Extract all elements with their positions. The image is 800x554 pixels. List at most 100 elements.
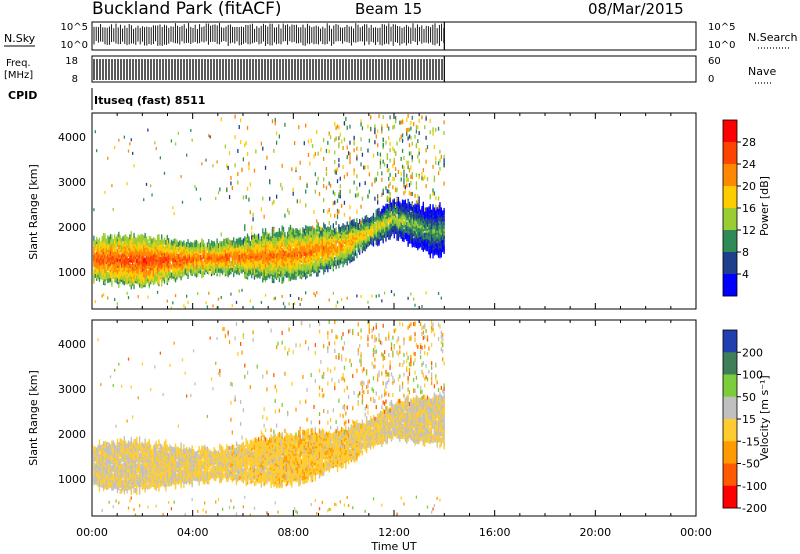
heatmap-cell	[216, 160, 218, 164]
heatmap-cell	[407, 160, 409, 165]
heatmap-cell	[102, 280, 105, 286]
heatmap-cell	[180, 246, 182, 252]
heatmap-cell	[320, 229, 322, 235]
heatmap-cell	[262, 248, 264, 254]
heatmap-cell	[137, 234, 139, 240]
freq-unit-label: [MHz]	[4, 70, 33, 81]
heatmap-cell	[396, 187, 398, 192]
heatmap-cell	[140, 272, 142, 278]
heatmap-cell	[284, 122, 286, 127]
heatmap-cell	[237, 259, 239, 265]
heatmap-cell	[321, 237, 323, 243]
heatmap-cell	[198, 260, 200, 266]
heatmap-cell	[137, 255, 139, 261]
heatmap-cell	[287, 208, 289, 213]
heatmap-cell	[318, 261, 321, 267]
heatmap-cell	[147, 239, 149, 245]
heatmap-cell	[392, 163, 394, 168]
heatmap-cell	[324, 224, 326, 230]
heatmap-cell	[278, 260, 281, 266]
heatmap-cell	[166, 255, 168, 261]
heatmap-cell	[347, 245, 350, 251]
heatmap-cell	[148, 260, 150, 266]
heatmap-cell	[381, 123, 383, 128]
heatmap-cell	[414, 303, 416, 307]
heatmap-cell	[251, 231, 253, 236]
heatmap-cell	[288, 210, 290, 215]
heatmap-cell	[374, 130, 376, 135]
heatmap-cell	[223, 238, 225, 244]
heatmap-cell	[395, 116, 397, 121]
heatmap-cell	[406, 209, 408, 215]
heatmap-cell	[356, 210, 358, 215]
heatmap-cell	[357, 192, 359, 197]
heatmap-cell	[183, 248, 185, 254]
heatmap-cell	[199, 197, 202, 201]
heatmap-cell	[126, 291, 128, 295]
heatmap-cell	[418, 204, 420, 210]
heatmap-cell	[403, 165, 405, 170]
heatmap-cell	[293, 272, 296, 278]
heatmap-cell	[235, 238, 238, 244]
heatmap-cell	[191, 242, 193, 248]
heatmap-cell	[252, 251, 254, 257]
heatmap-cell	[367, 225, 369, 231]
heatmap-cell	[388, 126, 390, 131]
heatmap-cell	[269, 196, 271, 201]
heatmap-cell	[407, 127, 409, 132]
heatmap-cell	[198, 255, 200, 261]
heatmap-cell	[246, 186, 249, 191]
heatmap-cell	[231, 258, 233, 264]
heatmap-cell	[316, 291, 318, 295]
heatmap-cell	[216, 306, 218, 310]
heatmap-cell	[145, 271, 148, 277]
heatmap-cell	[424, 207, 426, 212]
heatmap-cell	[185, 241, 188, 247]
heatmap-cell	[98, 264, 101, 270]
heatmap-cell	[262, 146, 264, 151]
heatmap-cell	[419, 228, 422, 234]
heatmap-cell	[228, 261, 231, 267]
heatmap-cell	[109, 260, 112, 266]
heatmap-cell	[410, 151, 412, 156]
heatmap-cell	[407, 233, 409, 239]
heatmap-cell	[367, 165, 369, 170]
heatmap-cell	[403, 169, 405, 174]
heatmap-cell	[331, 229, 333, 235]
heatmap-cell	[377, 200, 379, 205]
heatmap-cell	[311, 228, 314, 233]
heatmap-cell	[395, 167, 397, 172]
heatmap-cell	[392, 185, 394, 190]
heatmap-cell	[346, 145, 348, 150]
heatmap-cell	[269, 249, 271, 255]
heatmap-cell	[241, 239, 243, 245]
heatmap-cell	[347, 151, 350, 156]
heatmap-cell	[281, 248, 283, 254]
heatmap-cell	[307, 152, 310, 157]
heatmap-cell	[395, 188, 397, 193]
heatmap-cell	[354, 193, 357, 198]
heatmap-cell	[406, 173, 408, 178]
heatmap-cell	[428, 249, 430, 255]
heatmap-cell	[339, 132, 341, 137]
heatmap-cell	[410, 192, 412, 197]
heatmap-cell	[392, 218, 394, 224]
heatmap-cell	[316, 130, 318, 135]
heatmap-cell	[242, 157, 245, 162]
heatmap-cell	[314, 228, 317, 234]
heatmap-cell	[251, 235, 253, 240]
heatmap-cell	[155, 147, 157, 151]
heatmap-cell	[343, 200, 346, 205]
heatmap-cell	[226, 248, 228, 254]
heatmap-cell	[208, 291, 210, 295]
heatmap-cell	[334, 256, 336, 262]
heatmap-cell	[386, 164, 389, 169]
heatmap-cell	[252, 217, 254, 222]
heatmap-cell	[388, 189, 390, 194]
heatmap-cell	[371, 182, 373, 187]
heatmap-cell	[259, 259, 261, 265]
heatmap-cell	[158, 271, 160, 277]
heatmap-cell	[356, 253, 358, 259]
heatmap-cell	[413, 237, 415, 243]
heatmap-cell	[97, 243, 99, 249]
